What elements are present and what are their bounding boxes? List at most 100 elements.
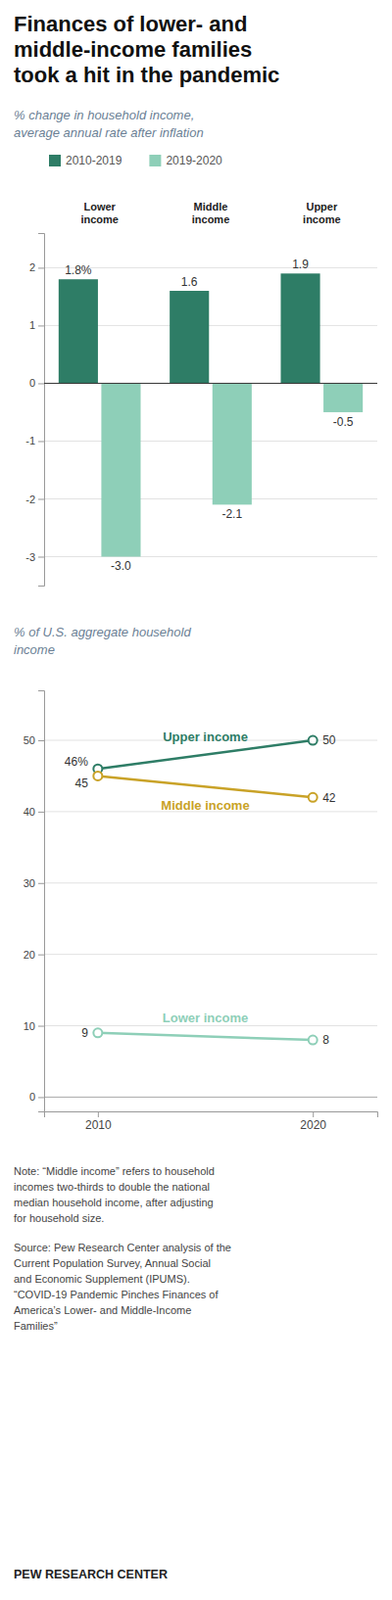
bar (100, 383, 141, 557)
data-labels: 46%50454298 (64, 734, 337, 1048)
text-line: Upper (305, 200, 339, 213)
point (308, 736, 318, 746)
tick-label: 0 (29, 377, 36, 390)
bar (280, 273, 320, 384)
legend-swatch (49, 154, 61, 167)
text-line: Note: “Middle income” refers to househol… (13, 1166, 215, 1178)
subtitle: % change in household income, average ann… (13, 107, 204, 141)
text-line: median household income, after adjusting (13, 1197, 214, 1210)
tick-label: 30 (23, 878, 36, 890)
grid-line (44, 556, 378, 558)
tick-label: -3 (25, 551, 36, 564)
legend-label: 2019-2020 (165, 153, 223, 168)
category-label: Upperincome (302, 200, 342, 226)
category-label: Lowerincome (80, 200, 119, 226)
data-label: 9 (81, 1027, 89, 1041)
tick: 2 (29, 261, 45, 274)
axis-line (38, 691, 46, 1114)
line-chart: 0102030405020102020Upper incomeMiddle in… (23, 691, 379, 1133)
grid (44, 267, 378, 557)
series-label: Middle income (160, 798, 249, 814)
tick-label: 10 (23, 1021, 36, 1033)
text-line: income (302, 213, 342, 226)
text-line: America’s Lower- and Middle-Income (13, 1305, 192, 1318)
tick-mark (38, 955, 45, 957)
text-line: Families” (13, 1321, 58, 1333)
grid-line (44, 441, 378, 442)
text-line: % of U.S. aggregate household (13, 625, 192, 640)
tick-label: 1 (29, 319, 36, 332)
data-label: -2.1 (221, 507, 243, 522)
y-axis: -3 -2 -1 0 1 2 (25, 234, 45, 588)
tick-label: 20 (23, 949, 36, 962)
text-line: Lower (83, 200, 116, 213)
tick-label: 0 (29, 1091, 36, 1104)
tick: Upperincome (302, 200, 342, 226)
legend-item: 2010-2019 (49, 153, 123, 168)
text-line: “COVID-19 Pandemic Pinches Finances of (13, 1289, 219, 1302)
text-line: income (80, 213, 119, 226)
tick: -1 (25, 435, 45, 447)
line (98, 776, 313, 798)
point (93, 1029, 102, 1038)
tick: 1 (29, 319, 45, 332)
text-line: took a hit in the pandemic (13, 62, 280, 88)
grid-line (44, 1097, 378, 1099)
tick-mark (38, 556, 45, 558)
data-label: 42 (322, 791, 337, 806)
point (308, 793, 318, 803)
tick: 10 (23, 1021, 45, 1033)
text-line: for household size. (13, 1213, 104, 1225)
source: Source: Pew Research Center analysis of … (13, 1242, 232, 1333)
category-label: Middleincome (192, 200, 231, 226)
text-line: Current Population Survey, Annual Social (13, 1258, 211, 1271)
tick-label: 50 (23, 735, 36, 747)
title: Finances of lower- andmiddle-income fami… (13, 11, 280, 88)
data-label: 45 (74, 777, 89, 791)
tick: 20 (23, 949, 45, 962)
text-line: incomes two-thirds to double the nationa… (13, 1181, 210, 1194)
tick-label: -1 (25, 435, 36, 447)
data-label: 46% (64, 755, 89, 770)
text-line: % change in household income, (13, 107, 195, 123)
data-label: -0.5 (333, 415, 354, 430)
tick-label: 2 (29, 261, 36, 274)
page: Finances of lower- andmiddle-income fami… (0, 0, 392, 1600)
grid-line (44, 954, 378, 956)
tick-mark (38, 267, 45, 269)
text-line: Source: Pew Research Center analysis of … (13, 1242, 232, 1255)
grid-line (44, 383, 378, 385)
legend-swatch (148, 154, 161, 167)
tick-label: 2020 (299, 1119, 327, 1133)
legend-label: 2010-2019 (65, 153, 123, 168)
series-label: Upper income (162, 730, 248, 745)
data-label: 50 (322, 734, 337, 748)
text-line: Finances of lower- and (13, 11, 247, 37)
axis-line (45, 1113, 379, 1120)
subtitle: % of U.S. aggregate household income (13, 625, 192, 658)
grid-line (44, 498, 378, 500)
grid-line (44, 267, 378, 269)
tick-mark (38, 498, 45, 500)
tick: 30 (23, 878, 45, 890)
text-line: average annual rate after inflation (13, 125, 204, 141)
y-axis: 01020304050 (23, 691, 46, 1114)
tick: Lowerincome (80, 200, 119, 226)
data-label: -3.0 (110, 559, 132, 574)
x-axis: LowerincomeMiddleincomeUpperincome (80, 200, 341, 226)
text-line: and Economic Supplement (IPUMS). (13, 1274, 191, 1286)
line (98, 740, 313, 770)
tick-label: -2 (25, 492, 36, 505)
tick: 2020 (299, 1112, 327, 1133)
tick-mark (98, 1112, 99, 1119)
text-line: income (13, 642, 55, 658)
bar (169, 291, 209, 384)
tick-label: 2010 (85, 1119, 112, 1133)
grid-line (44, 882, 378, 884)
tick-mark (38, 441, 45, 442)
x-axis: 2010 2020 (45, 1112, 379, 1133)
legend: 2010-2019 2019-2020 (49, 153, 223, 168)
tick: 50 (23, 735, 45, 747)
tick-mark (38, 1027, 45, 1029)
point (308, 1036, 318, 1046)
